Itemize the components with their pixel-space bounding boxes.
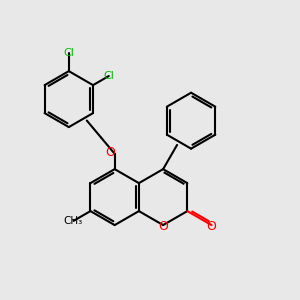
Text: O: O — [207, 220, 217, 233]
Text: O: O — [158, 220, 168, 233]
Text: O: O — [105, 146, 115, 159]
Text: Cl: Cl — [103, 71, 114, 81]
Text: Cl: Cl — [63, 48, 74, 58]
Text: CH₃: CH₃ — [64, 216, 83, 226]
